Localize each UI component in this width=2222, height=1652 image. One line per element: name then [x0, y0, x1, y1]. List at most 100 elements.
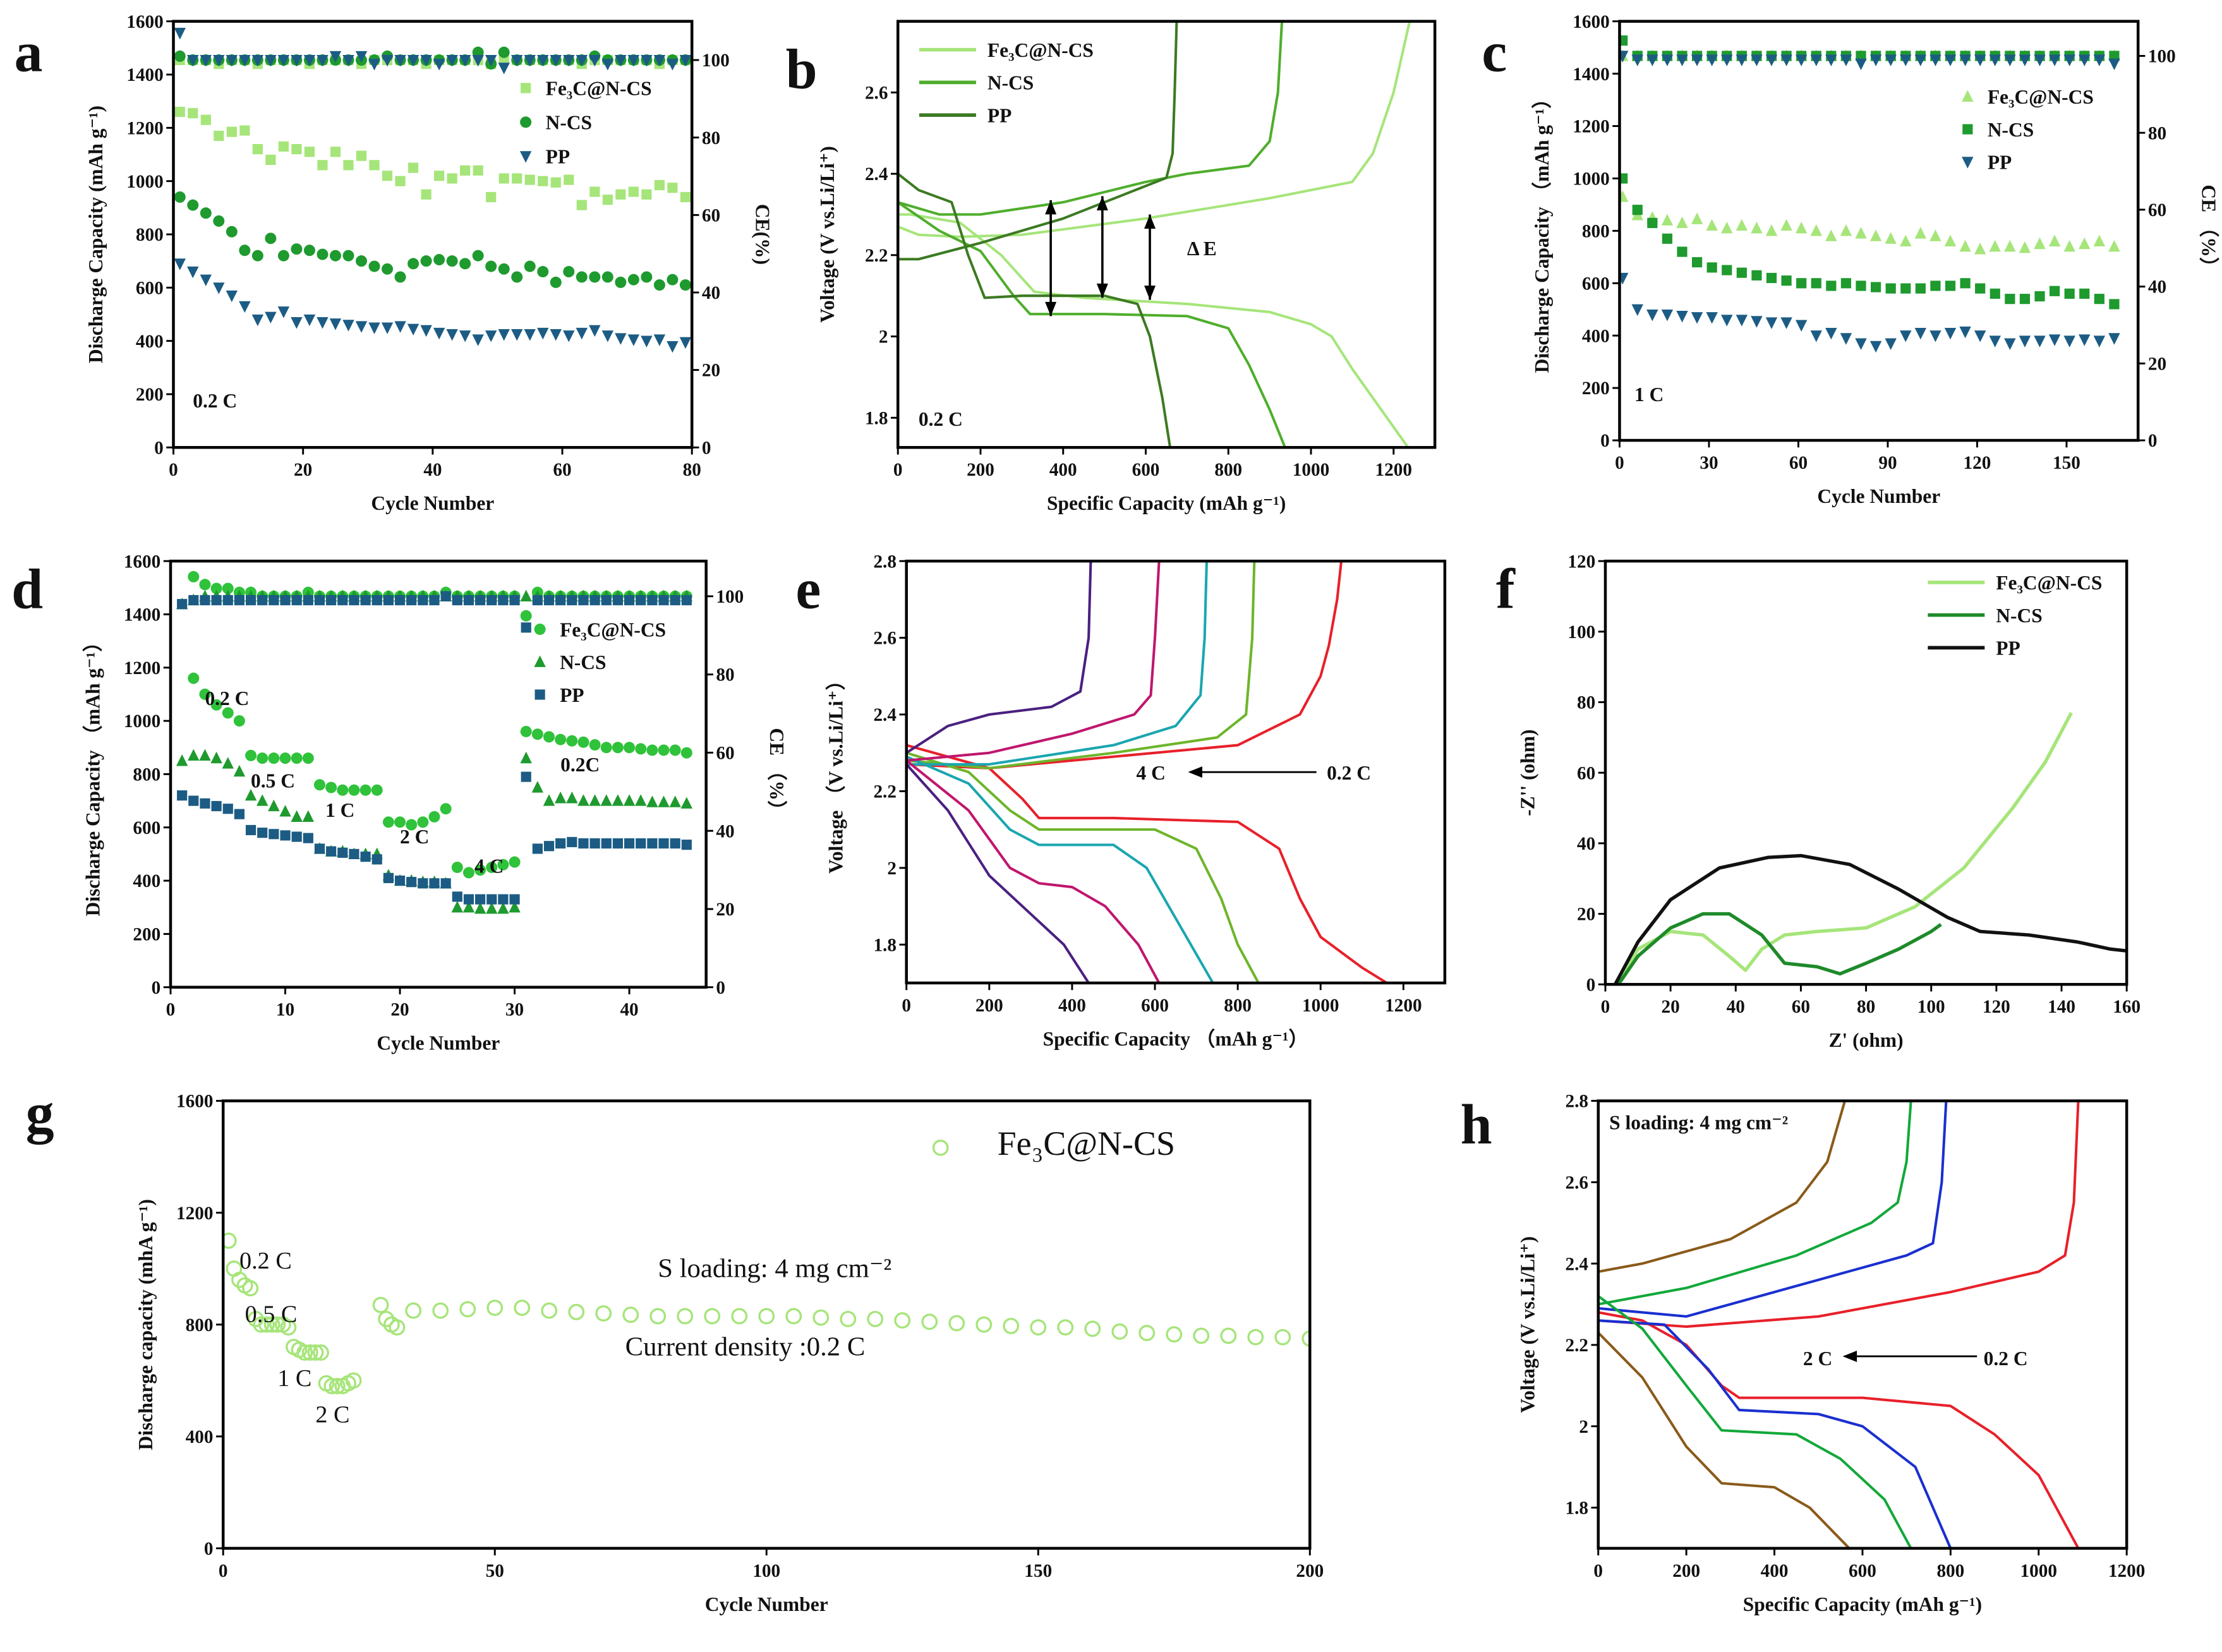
panel-c: c0 30 60 90 120 15002004006008001000120014001…	[1482, 12, 2219, 507]
data-point	[636, 838, 646, 849]
ce-point	[474, 594, 486, 606]
data-point	[485, 330, 497, 342]
ce-point	[2048, 54, 2061, 66]
ce-point	[601, 594, 612, 606]
data-point	[600, 742, 612, 754]
ce-point	[670, 594, 680, 606]
y-tick-label: 200	[136, 385, 164, 405]
data-point	[1914, 327, 1927, 340]
data-point	[1766, 272, 1777, 284]
plot-area	[174, 28, 692, 353]
ce-point	[1736, 54, 1748, 66]
ce-point	[210, 582, 222, 594]
data-point	[291, 143, 302, 155]
legend-label: Fe₃C@N-CS	[1988, 86, 2094, 108]
ce-point	[679, 54, 692, 67]
data-point	[239, 244, 251, 256]
data-point	[1751, 270, 1762, 280]
data-point	[602, 195, 613, 205]
ce-point	[636, 594, 646, 606]
data-point	[268, 799, 280, 812]
data-point	[653, 279, 665, 291]
plot-area	[898, 21, 1411, 448]
ce-point	[1691, 54, 1703, 66]
data-point	[1975, 283, 1986, 294]
y-tick-label: 40	[1577, 834, 1595, 854]
discharge-curve	[898, 213, 1410, 448]
ce-point	[303, 594, 313, 606]
data-point	[405, 1302, 422, 1319]
data-point	[459, 258, 471, 270]
data-point	[531, 728, 543, 740]
x-tick-label: 200	[1672, 1561, 1700, 1581]
ce-point	[589, 54, 601, 67]
annotation: 1 C	[325, 799, 354, 821]
x-tick-label: 160	[2113, 997, 2140, 1017]
panel-label: b	[786, 38, 818, 100]
data-point	[323, 1378, 341, 1395]
data-point	[681, 840, 692, 850]
y2-axis-label: CE(%)	[751, 204, 773, 265]
x-tick-label: 30	[1700, 453, 1718, 473]
data-point	[679, 337, 692, 349]
ce-point	[1765, 54, 1778, 66]
data-point	[1900, 283, 1911, 294]
x-tick-label: 120	[1983, 997, 2010, 1017]
legend-marker	[521, 83, 531, 93]
data-point	[589, 186, 600, 197]
data-point	[301, 1344, 318, 1361]
x-tick-label: 140	[2048, 997, 2075, 1017]
data-point	[1959, 239, 1971, 252]
legend-marker	[932, 1139, 949, 1156]
data-point	[628, 186, 639, 197]
x-tick-label: 40	[620, 1000, 638, 1020]
data-point	[601, 330, 614, 342]
y-tick-label: 1600	[126, 12, 163, 32]
data-point	[408, 258, 420, 270]
data-point	[1871, 282, 1881, 292]
discharge-curve	[1598, 1332, 1851, 1548]
y-tick-label: 1600	[1573, 12, 1609, 32]
data-point	[277, 306, 290, 318]
ce-point	[509, 594, 520, 606]
panel-a: a0 20 40 60 80020040060080010001200140016000…	[15, 12, 774, 514]
ce-point	[326, 594, 337, 606]
data-point	[577, 736, 589, 748]
data-point	[210, 751, 222, 764]
y2-axis-label: CE （%）	[766, 728, 788, 820]
data-point	[635, 743, 647, 755]
data-point	[646, 795, 658, 807]
data-point	[2063, 239, 2075, 252]
data-point	[223, 1232, 237, 1249]
ce-point	[567, 594, 577, 606]
data-point	[359, 784, 371, 796]
data-point	[329, 250, 341, 262]
y-tick-label: 400	[186, 1427, 214, 1447]
data-point	[649, 1308, 667, 1325]
ce-point	[1661, 54, 1674, 66]
data-point	[576, 327, 588, 340]
y-tick-label: 200	[133, 925, 160, 945]
ce-point	[360, 594, 371, 606]
data-point	[177, 790, 188, 801]
ce-point	[1944, 54, 1957, 66]
ce-point	[1855, 58, 1867, 71]
x-tick-label: 0	[1601, 997, 1610, 1017]
data-point	[433, 327, 445, 340]
y2-tick-label: 0	[716, 978, 725, 998]
data-point	[356, 255, 367, 267]
data-point	[176, 754, 188, 766]
data-point	[555, 733, 567, 745]
y-axis-label: Voltage (V vs.Li/Li⁺)	[1517, 1236, 1539, 1413]
x-tick-label: 20	[1662, 997, 1680, 1017]
ce-point	[174, 50, 186, 62]
y-axis-label: -Z'' (ohm)	[1517, 730, 1539, 816]
legend-label: Fe₃C@N-CS	[987, 39, 1094, 61]
data-point	[1855, 227, 1867, 239]
y-tick-label: 400	[1582, 326, 1610, 346]
ce-point	[1840, 54, 1852, 66]
data-point	[566, 735, 578, 747]
data-point	[531, 781, 544, 793]
data-point	[812, 1309, 830, 1326]
data-point	[326, 846, 337, 857]
